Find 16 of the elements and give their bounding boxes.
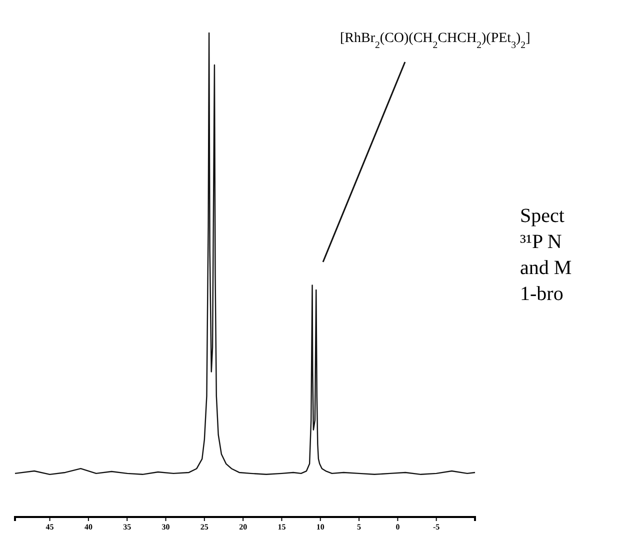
x-tick-label: 35: [123, 522, 132, 532]
x-tick-label: 20: [239, 522, 248, 532]
x-tick-label: 45: [46, 522, 54, 532]
text: ³¹P N: [520, 231, 562, 253]
text: 1-bro: [520, 283, 564, 305]
x-tick-label: 0: [396, 522, 400, 532]
x-tick-label: 25: [200, 522, 208, 532]
x-tick-label: 10: [316, 522, 324, 532]
text: Spect: [520, 205, 565, 227]
x-tick-label: 5: [357, 522, 362, 532]
x-tick-label: 15: [278, 522, 286, 532]
x-tick-label: 30: [162, 522, 170, 532]
x-tick-label: -5: [433, 522, 440, 532]
text: [RhBr$_{2}$(CO)(CH$_{2}$CHCH$_{2}$)(PEt$_{3}$)$_{2}$]: [340, 31, 530, 50]
x-tick-label: 40: [84, 522, 92, 532]
text: and M: [520, 257, 572, 279]
